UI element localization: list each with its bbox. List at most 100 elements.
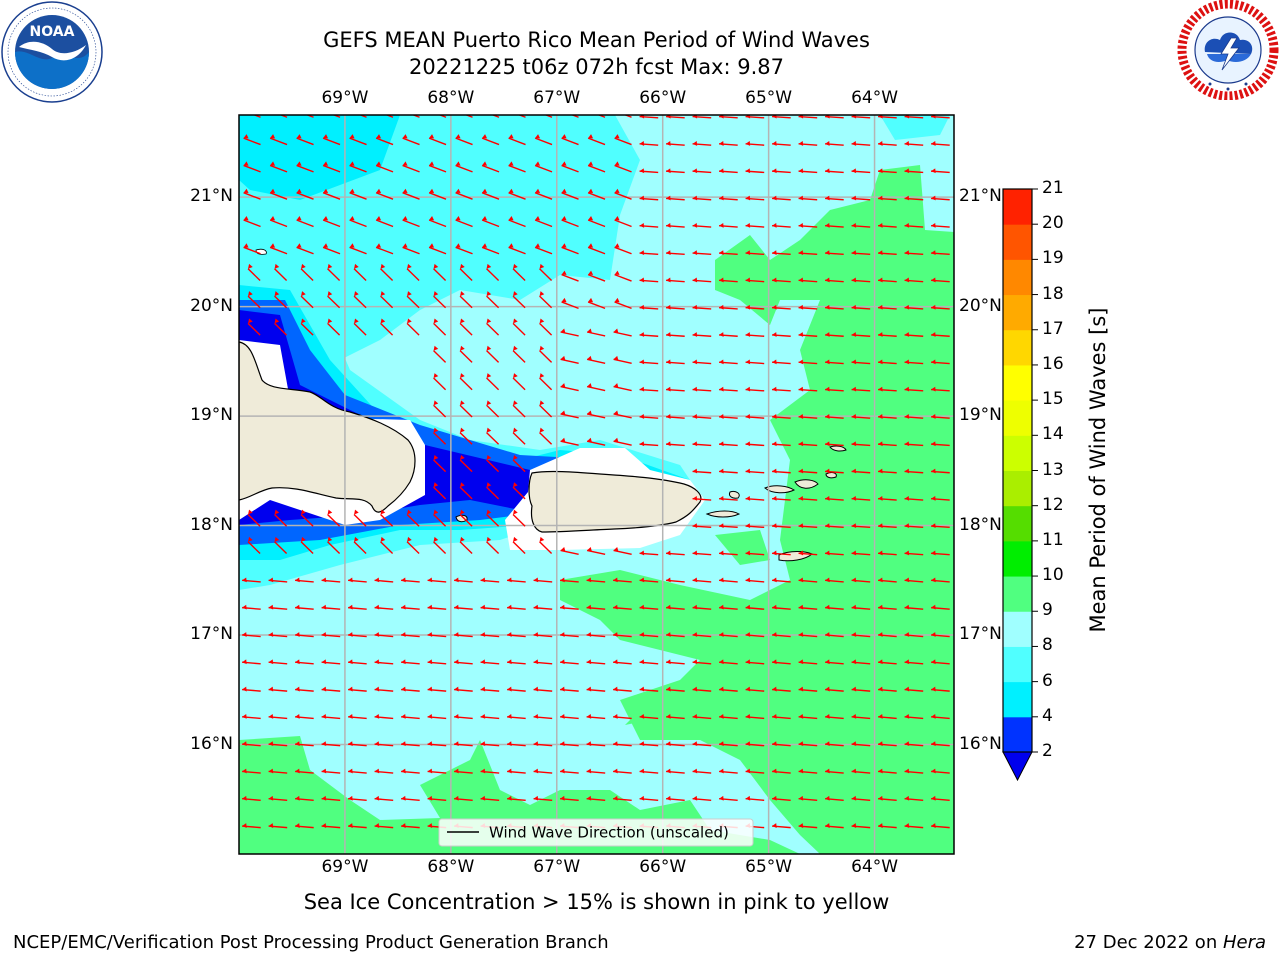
wave-direction-arrow <box>878 277 897 283</box>
wave-direction-arrow <box>243 134 261 146</box>
wave-direction-arrow <box>614 161 632 173</box>
wave-direction-arrow <box>242 604 261 610</box>
wave-direction-arrow <box>274 291 288 309</box>
wave-direction-arrow <box>798 768 818 774</box>
colorbar-segment <box>1003 364 1032 401</box>
wave-direction-arrow <box>745 523 765 529</box>
wave-direction-arrow <box>904 332 924 337</box>
wave-direction-arrow <box>539 291 553 309</box>
wave-direction-arrow <box>374 632 394 638</box>
wave-direction-arrow <box>878 550 897 556</box>
wave-direction-arrow <box>904 550 924 556</box>
wave-direction-arrow <box>454 632 473 638</box>
noaa-logo: NOAA <box>0 0 104 104</box>
wave-direction-arrow <box>772 713 791 720</box>
wave-direction-arrow <box>692 495 712 501</box>
wave-direction-arrow <box>433 536 447 554</box>
wave-direction-arrow <box>692 250 712 256</box>
wave-direction-arrow <box>534 215 553 228</box>
wave-direction-arrow <box>878 795 897 802</box>
wave-direction-arrow <box>433 318 447 336</box>
wave-direction-arrow <box>745 713 765 720</box>
wave-direction-arrow <box>745 304 765 310</box>
wave-direction-arrow <box>851 632 871 638</box>
wave-direction-arrow <box>561 215 579 228</box>
wave-direction-arrow <box>587 297 606 310</box>
wave-direction-arrow <box>507 795 526 802</box>
wave-direction-arrow <box>454 795 473 802</box>
wave-direction-arrow <box>639 577 659 583</box>
wave-direction-arrow <box>587 188 606 200</box>
wave-direction-arrow <box>798 713 818 720</box>
wave-direction-arrow <box>692 741 712 747</box>
wave-direction-arrow <box>851 414 871 419</box>
wave-direction-arrow <box>348 686 367 692</box>
wave-direction-arrow <box>692 523 712 529</box>
wave-direction-arrow <box>375 215 394 228</box>
land-hispaniola <box>239 341 416 513</box>
wave-direction-arrow <box>719 795 738 802</box>
wave-direction-arrow <box>931 115 950 119</box>
wave-direction-arrow <box>639 741 659 747</box>
wave-direction-arrow <box>851 386 871 392</box>
footer-left: NCEP/EMC/Verification Post Processing Pr… <box>13 932 609 953</box>
wave-direction-arrow <box>904 768 924 774</box>
wave-direction-arrow <box>719 523 738 529</box>
wave-direction-arrow <box>375 161 394 173</box>
wave-direction-arrow <box>825 332 844 337</box>
wave-direction-arrow <box>931 795 950 802</box>
wave-direction-arrow <box>931 468 950 474</box>
wave-direction-arrow <box>825 168 844 174</box>
wave-direction-arrow <box>534 161 553 173</box>
wave-direction-arrow <box>613 546 632 556</box>
wave-direction-arrow <box>539 345 553 363</box>
wave-direction-arrow <box>639 304 659 310</box>
wave-direction-arrow <box>692 659 712 665</box>
wave-direction-arrow <box>586 604 606 610</box>
wave-direction-arrow <box>878 468 897 474</box>
wave-direction-arrow <box>772 386 791 392</box>
wave-direction-arrow <box>481 243 500 255</box>
wave-direction-arrow <box>639 222 659 228</box>
colorbar-extend-triangle <box>1002 751 1033 782</box>
wave-direction-arrow <box>561 270 579 282</box>
wave-direction-arrow <box>931 250 950 256</box>
wave-direction-arrow <box>508 161 526 173</box>
wave-direction-arrow <box>931 141 950 146</box>
wave-direction-arrow <box>480 577 500 583</box>
wave-direction-arrow <box>561 243 579 255</box>
wave-direction-arrow <box>480 686 500 692</box>
wave-direction-arrow <box>321 659 341 665</box>
wave-direction-arrow <box>274 536 288 554</box>
wave-direction-arrow <box>614 215 632 228</box>
wave-direction-arrow <box>327 291 341 309</box>
wave-direction-arrow <box>586 437 606 446</box>
wave-direction-arrow <box>851 332 871 337</box>
wave-direction-arrow <box>433 291 447 309</box>
wave-direction-arrow <box>486 291 500 309</box>
wave-direction-arrow <box>300 536 314 554</box>
wave-direction-arrow <box>878 713 897 720</box>
wave-direction-arrow <box>825 222 844 228</box>
colorbar-tick-label: 19 <box>1042 248 1064 269</box>
wave-direction-arrow <box>486 536 500 554</box>
wave-direction-arrow <box>798 277 818 283</box>
colorbar-segment <box>1003 716 1032 753</box>
wave-direction-arrow <box>692 768 712 774</box>
wave-direction-arrow <box>380 291 394 309</box>
wave-direction-arrow <box>825 550 844 556</box>
wave-direction-arrow <box>401 577 420 583</box>
wave-direction-arrow <box>745 332 765 337</box>
wave-direction-arrow <box>406 318 420 336</box>
wave-direction-arrow <box>772 168 791 174</box>
wave-direction-arrow <box>402 161 420 173</box>
wave-direction-arrow <box>878 523 897 529</box>
wave-direction-arrow <box>349 134 367 146</box>
wave-direction-arrow <box>459 454 473 473</box>
wave-direction-arrow <box>433 509 447 527</box>
wave-direction-arrow <box>486 263 500 281</box>
wave-direction-arrow <box>300 291 314 309</box>
colorbar-tick-label: 21 <box>1042 178 1064 198</box>
wave-direction-arrow <box>375 134 394 146</box>
wave-direction-arrow <box>772 115 791 119</box>
